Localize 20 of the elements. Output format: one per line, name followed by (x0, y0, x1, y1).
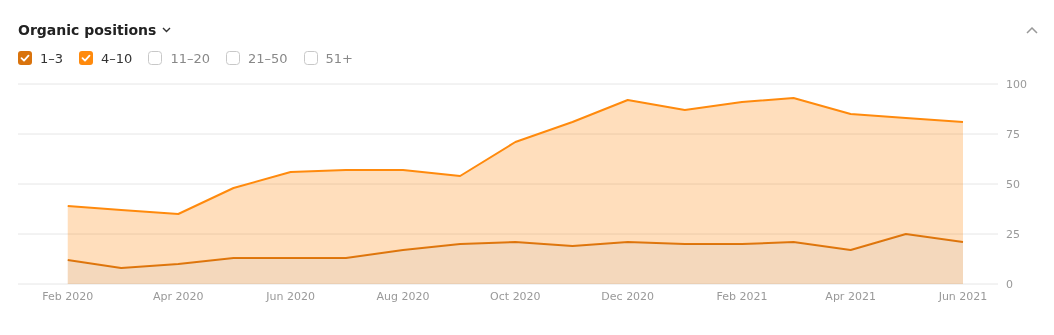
x-tick-label: Feb 2021 (716, 289, 768, 303)
x-tick-label: Apr 2020 (153, 289, 204, 303)
y-tick-label: 75 (1006, 127, 1020, 141)
x-tick-label: Jun 2021 (937, 289, 988, 303)
x-tick-label: Oct 2020 (490, 289, 541, 303)
legend-label: 51+ (325, 50, 353, 66)
x-tick-label: Dec 2020 (601, 289, 655, 303)
legend-label: 11–20 (170, 50, 210, 66)
x-tick-label: Feb 2020 (42, 289, 94, 303)
legend-label: 21–50 (247, 50, 288, 66)
legend-label: 1–3 (40, 50, 64, 66)
chart-title: Organic positions (18, 22, 157, 38)
y-tick-label: 100 (1006, 77, 1027, 91)
y-tick-label: 50 (1006, 177, 1020, 191)
y-tick-label: 0 (1006, 277, 1013, 291)
legend-label: 4–10 (101, 50, 133, 66)
x-tick-label: Jun 2020 (265, 289, 315, 303)
y-tick-label: 25 (1006, 227, 1020, 241)
x-tick-label: Aug 2020 (376, 289, 430, 303)
x-tick-label: Apr 2021 (825, 289, 876, 303)
